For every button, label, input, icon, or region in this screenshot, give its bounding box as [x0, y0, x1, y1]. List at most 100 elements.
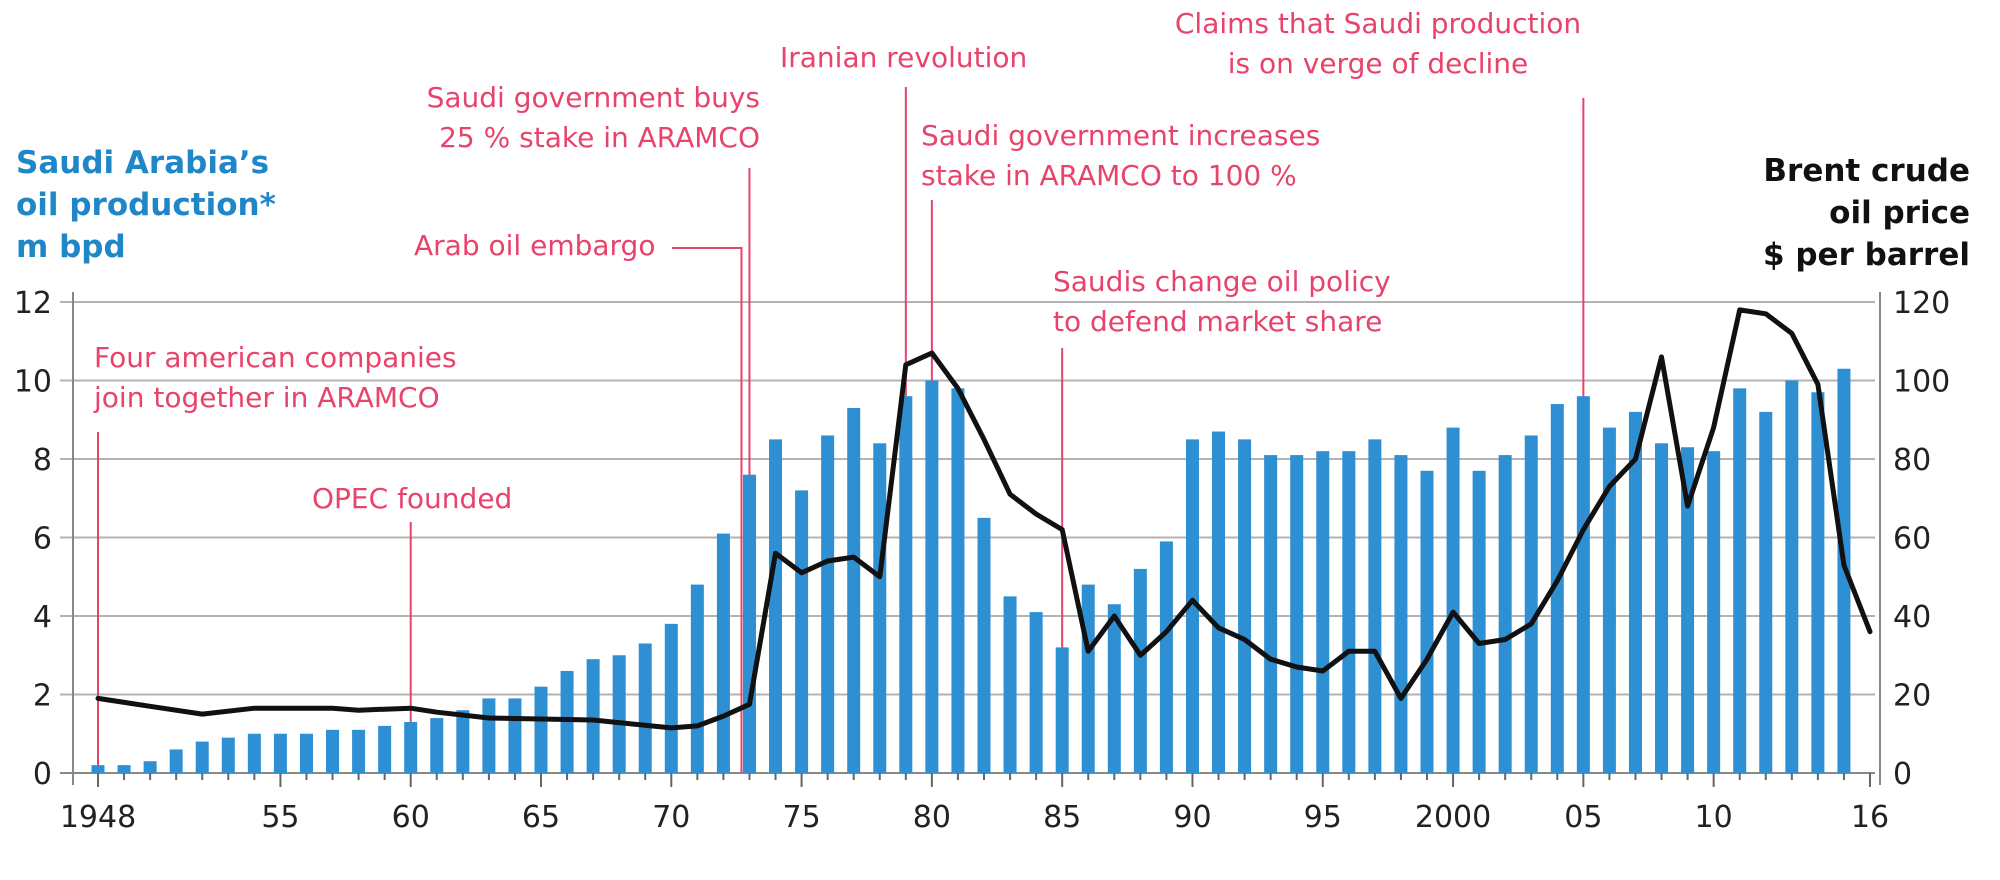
production-bar — [247, 733, 261, 773]
left-tick-label: 8 — [33, 443, 52, 478]
production-bar — [1185, 439, 1199, 773]
production-bar — [1342, 451, 1356, 773]
annotation-aramco-founded: Four american companies join together in… — [94, 338, 457, 418]
production-bar — [378, 725, 392, 773]
production-bar — [1785, 380, 1799, 773]
annotation-arab-oil-embargo: Arab oil embargo — [414, 226, 655, 266]
left-axis-title-line: Saudi Arabia’s — [16, 145, 270, 181]
production-bar — [299, 733, 313, 773]
production-bar — [1524, 435, 1538, 773]
production-bar — [326, 729, 340, 773]
left-axis-title-line: m bpd — [16, 229, 126, 265]
annotation-text: Saudis change oil policy — [1053, 265, 1391, 298]
production-bar — [1707, 451, 1721, 773]
production-bar — [195, 741, 209, 773]
production-bar — [273, 733, 287, 773]
production-bar — [795, 490, 809, 773]
x-tick-label: 16 — [1851, 800, 1889, 835]
production-bar — [508, 698, 522, 773]
left-tick-label: 10 — [14, 365, 52, 400]
production-bar — [456, 710, 470, 773]
annotation-text: OPEC founded — [312, 482, 513, 515]
production-bar — [873, 443, 887, 773]
production-bar — [1655, 443, 1669, 773]
production-bar — [221, 737, 235, 773]
production-bar — [638, 643, 652, 773]
production-bar — [925, 380, 939, 773]
x-tick-label: 10 — [1695, 800, 1733, 835]
production-bar — [1628, 411, 1642, 773]
production-bar — [91, 765, 105, 773]
production-bar — [352, 729, 366, 773]
production-bar — [1681, 447, 1695, 773]
x-tick-label: 65 — [522, 800, 560, 835]
annotation-text: is on verge of decline — [1227, 47, 1529, 80]
production-bar — [1446, 427, 1460, 773]
production-bar — [690, 584, 704, 773]
x-tick-label: 85 — [1043, 800, 1081, 835]
production-bar — [1498, 455, 1512, 773]
production-bar — [1733, 388, 1747, 773]
production-bar — [1602, 427, 1616, 773]
production-bar — [951, 388, 965, 773]
production-bar — [1107, 604, 1121, 773]
annotation-text: join together in ARAMCO — [94, 381, 440, 414]
production-bar — [664, 623, 678, 773]
production-bar — [1576, 396, 1590, 773]
production-bar — [1212, 431, 1226, 773]
x-tick-label: 75 — [782, 800, 820, 835]
left-tick-label: 12 — [14, 286, 52, 321]
production-bar — [404, 721, 418, 773]
x-tick-label: 05 — [1564, 800, 1602, 835]
annotation-saudi-policy-change: Saudis change oil policy to defend marke… — [1053, 262, 1391, 342]
annotation-text: Saudi government buys — [426, 81, 760, 114]
production-bar — [482, 698, 496, 773]
price-line — [95, 307, 1873, 731]
price-line-group — [95, 307, 1873, 731]
production-bar — [1811, 392, 1825, 773]
right-tick-label: 0 — [1893, 757, 1912, 792]
production-bar — [534, 686, 548, 773]
x-tick-label: 55 — [261, 800, 299, 835]
right-tick-label: 40 — [1893, 600, 1931, 635]
production-bar — [1472, 470, 1486, 773]
annotation-line-arab-oil-embargo — [672, 247, 743, 773]
annotation-decline-claims: Claims that Saudi production is on verge… — [1163, 4, 1593, 84]
production-bar — [1368, 439, 1382, 773]
annotation-text: Saudi government increases — [921, 119, 1321, 152]
right-tick-label: 100 — [1893, 365, 1950, 400]
x-tick-label: 60 — [392, 800, 430, 835]
production-bar — [612, 655, 626, 773]
right-tick-label: 60 — [1893, 522, 1931, 557]
production-bar — [1081, 584, 1095, 773]
production-bar — [1264, 455, 1278, 773]
production-bar — [1159, 541, 1173, 773]
annotation-saudi-100-stake: Saudi government increases stake in ARAM… — [921, 116, 1320, 196]
left-tick-label: 6 — [33, 522, 52, 557]
x-tick-label: 1948 — [60, 800, 136, 835]
x-tick-label: 95 — [1304, 800, 1342, 835]
production-bar — [1055, 647, 1069, 773]
gridlines — [60, 301, 1875, 774]
production-bar — [742, 474, 756, 773]
x-tick-label: 80 — [913, 800, 951, 835]
right-axis-title-line: Brent crude — [1763, 153, 1970, 189]
right-axis-title-line: $ per barrel — [1763, 237, 1970, 273]
production-bar — [1420, 470, 1434, 773]
left-tick-label: 4 — [33, 600, 52, 635]
production-bar — [899, 396, 913, 773]
annotation-text: stake in ARAMCO to 100 % — [921, 159, 1297, 192]
right-tick-label: 20 — [1893, 679, 1931, 714]
production-bar — [1550, 404, 1564, 773]
production-bar — [430, 718, 444, 773]
production-bar — [169, 749, 183, 773]
production-bar — [1133, 568, 1147, 773]
right-axis-title: Brent crude oil price $ per barrel — [1763, 150, 1970, 276]
production-bar — [1316, 451, 1330, 773]
x-tick-label: 70 — [652, 800, 690, 835]
production-bar — [821, 435, 835, 773]
production-bar — [1238, 439, 1252, 773]
production-bars — [91, 368, 1851, 773]
